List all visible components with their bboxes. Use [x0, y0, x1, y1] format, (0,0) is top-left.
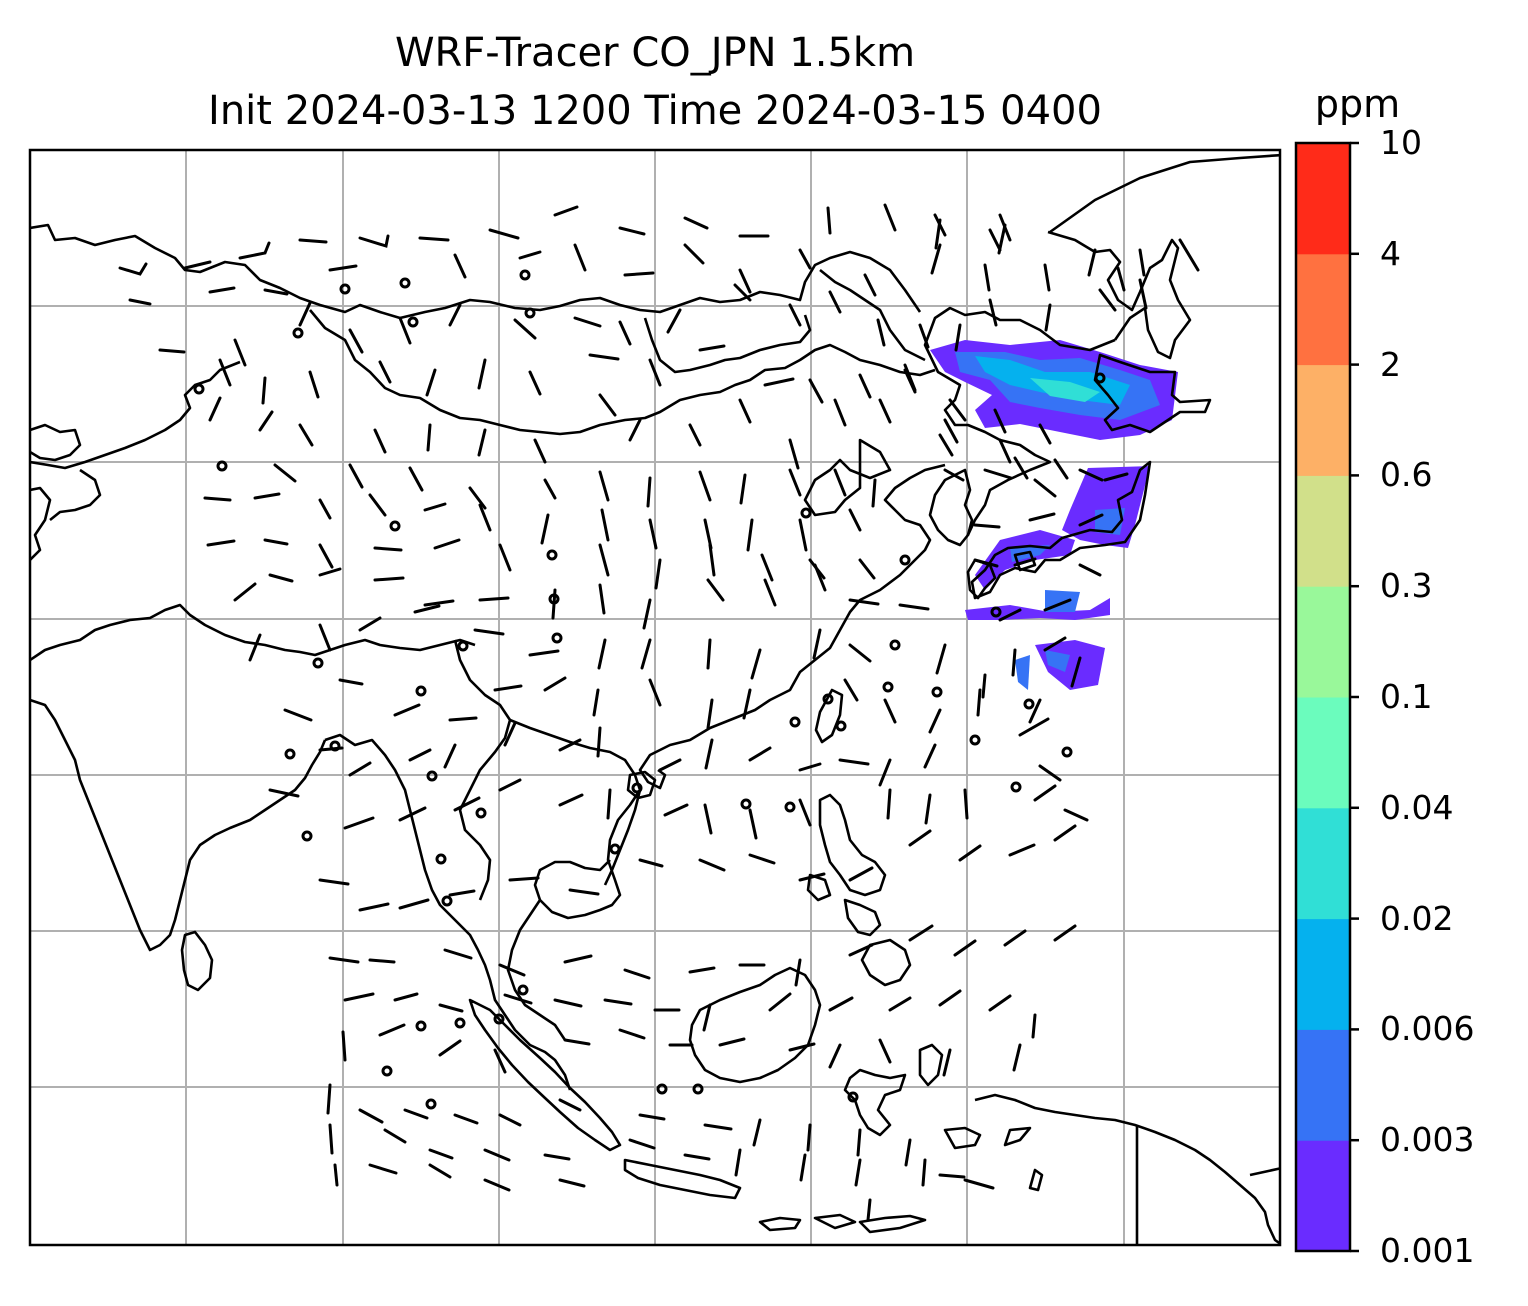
colorbar: [1296, 141, 1359, 1253]
co-tracer-plume: [930, 340, 1178, 690]
colorbar-segment: [1296, 697, 1350, 809]
colorbar-tick-label: 0.003: [1380, 1120, 1475, 1160]
colorbar-tick-label: 0.006: [1380, 1009, 1475, 1049]
plot-title-line1: WRF-Tracer CO_JPN 1.5km: [394, 30, 916, 76]
colorbar-tick-label: 0.3: [1380, 566, 1433, 606]
colorbar-segment: [1296, 807, 1350, 920]
colorbar-segment: [1296, 475, 1350, 587]
graticule: [30, 150, 1280, 1245]
plot-title-line2: Init 2024-03-13 1200 Time 2024-03-15 040…: [208, 88, 1102, 134]
colorbar-tick-label: 10: [1380, 123, 1422, 162]
colorbar-segment: [1296, 1029, 1350, 1141]
colorbar-segment: [1296, 364, 1350, 476]
colorbar-segment: [1296, 1140, 1350, 1252]
colorbar-tick-label: 4: [1380, 233, 1401, 273]
colorbar-segment: [1296, 143, 1350, 255]
map-panel: [30, 150, 1280, 1245]
colorbar-unit-label: ppm: [1314, 82, 1401, 126]
calm-markers: [193, 269, 1106, 1110]
coastlines: [30, 153, 1280, 1245]
colorbar-tick-label: 0.001: [1380, 1231, 1475, 1270]
colorbar-frame: [1294, 141, 1352, 1253]
colorbar-tick-label: 0.02: [1380, 898, 1454, 938]
map-frame: [28, 148, 1282, 1247]
wind-barbs: [118, 203, 1200, 1222]
colorbar-segment: [1296, 918, 1350, 1030]
colorbar-segment: [1296, 253, 1350, 366]
colorbar-tick-label: 0.6: [1380, 455, 1433, 495]
colorbar-tick-label: 0.1: [1380, 677, 1433, 716]
colorbar-tick-label: 2: [1380, 344, 1401, 384]
colorbar-tick-label: 0.04: [1380, 787, 1454, 827]
colorbar-segment: [1296, 586, 1350, 698]
